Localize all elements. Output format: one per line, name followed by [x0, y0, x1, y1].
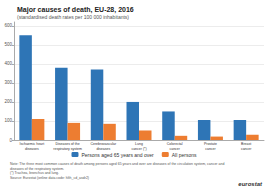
- svg-text:Major causes of death, EU-28,: Major causes of death, EU-28, 2016: [17, 6, 134, 13]
- svg-text:Diseases of the: Diseases of the: [56, 142, 80, 146]
- svg-text:Lung: Lung: [135, 142, 143, 146]
- svg-text:cancer: cancer: [205, 147, 216, 151]
- svg-text:(*) Trachea, bronchus and lung: (*) Trachea, bronchus and lung.: [10, 171, 59, 175]
- svg-text:400: 400: [4, 61, 12, 66]
- svg-text:Cerebrovascular: Cerebrovascular: [90, 142, 117, 146]
- svg-text:Note: The three most common ca: Note: The three most common causes of de…: [10, 162, 224, 166]
- svg-text:respiratory system: respiratory system: [53, 147, 82, 151]
- svg-text:Source: Eurostat (online data: Source: Eurostat (online data code: hlth…: [10, 176, 89, 180]
- svg-text:Ischaemic heart: Ischaemic heart: [19, 142, 44, 146]
- svg-text:600: 600: [4, 23, 12, 28]
- svg-text:eurostat: eurostat: [238, 181, 263, 187]
- svg-text:500: 500: [4, 42, 12, 47]
- svg-text:Prostate: Prostate: [204, 142, 217, 146]
- svg-text:300: 300: [4, 80, 12, 85]
- svg-text:Breast: Breast: [241, 142, 251, 146]
- svg-text:100: 100: [4, 118, 12, 123]
- svg-text:(standardised death rates per: (standardised death rates per 100 000 in…: [17, 14, 129, 20]
- svg-text:diseases: diseases: [25, 147, 39, 151]
- svg-text:cancer: cancer: [169, 147, 180, 151]
- svg-text:cancer (*): cancer (*): [131, 147, 146, 151]
- svg-text:Colorectal: Colorectal: [167, 142, 183, 146]
- svg-text:Persons aged 65 years and over: Persons aged 65 years and over: [81, 152, 154, 158]
- svg-text:200: 200: [4, 99, 12, 104]
- svg-text:All persons: All persons: [172, 152, 197, 158]
- svg-text:diseases: diseases: [96, 147, 110, 151]
- svg-text:diseases of the respiratory sy: diseases of the respiratory system.: [10, 167, 64, 171]
- svg-text:cancer: cancer: [241, 147, 252, 151]
- svg-text:0: 0: [9, 138, 12, 143]
